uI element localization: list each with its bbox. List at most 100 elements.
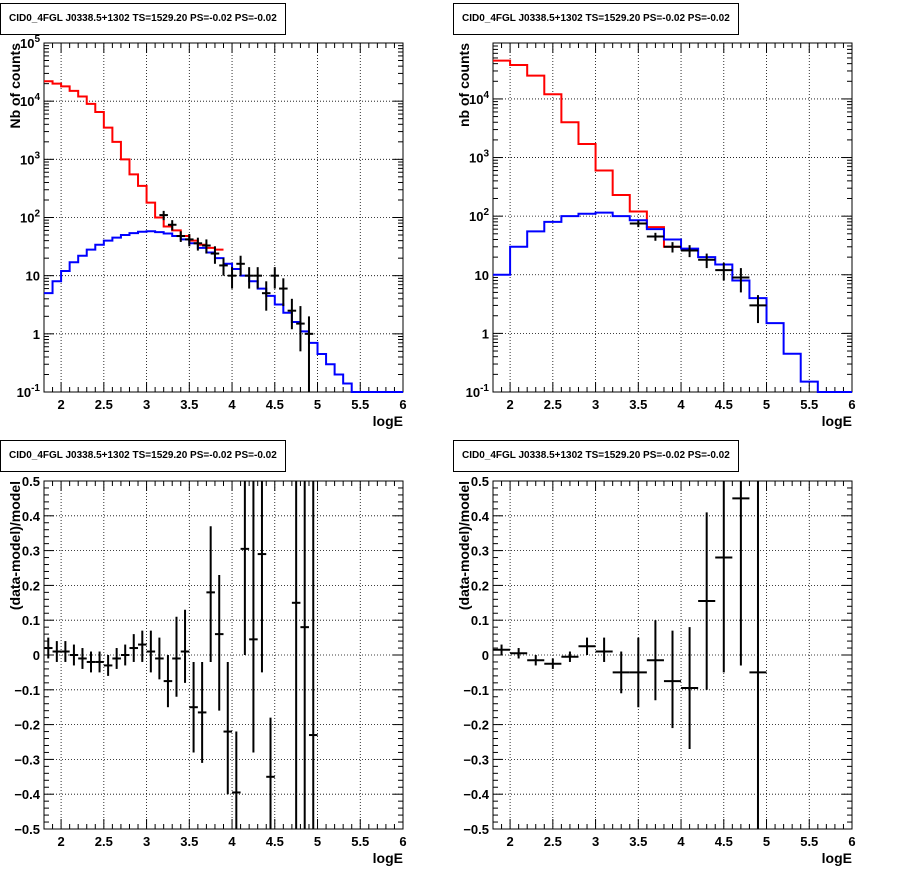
x-axis-title: logE xyxy=(373,413,403,429)
data-point xyxy=(86,651,96,673)
data-point xyxy=(749,481,767,829)
y-tick-label: −0.3 xyxy=(14,752,40,767)
x-axis-title: logE xyxy=(822,850,852,866)
y-tick-label: 10-1 xyxy=(466,383,490,400)
x-tick-label: 2.5 xyxy=(544,834,562,849)
x-tick-label: 4 xyxy=(677,834,685,849)
y-tick-label: 0.4 xyxy=(22,509,41,524)
data-point xyxy=(629,220,647,228)
y-tick-label: 105 xyxy=(20,34,40,51)
y-tick-label: 10 xyxy=(475,268,489,283)
x-tick-label: 2 xyxy=(506,397,513,412)
data-point xyxy=(296,306,305,352)
data-point xyxy=(732,268,750,293)
data-point xyxy=(510,648,528,659)
total-model-histogram xyxy=(44,80,224,251)
data-point xyxy=(257,481,267,673)
x-tick-label: 5 xyxy=(314,397,321,412)
x-tick-label: 3.5 xyxy=(180,834,198,849)
data-point xyxy=(167,220,177,231)
residual-panel-left: 2 2.5 3 3.5 4 4.5 5 5.5 6 −0.5 −0.4 −0.3 −0.2 −0.1 0 0.… xyxy=(0,437,449,875)
data-point xyxy=(112,648,121,669)
y-tick-label: 0.5 xyxy=(22,474,40,489)
data-point xyxy=(261,281,271,311)
data-point xyxy=(176,231,186,242)
x-tick-label: 4.5 xyxy=(266,834,284,849)
x-tick-label: 3 xyxy=(592,834,599,849)
residual-panel-right: 2 2.5 3 3.5 4 4.5 5 5.5 6 −0.5 −0.4 −0.3 −0.2 −0.1 0 0.… xyxy=(449,437,898,875)
x-axis-title: logE xyxy=(822,413,852,429)
x-tick-label: 5.5 xyxy=(351,834,369,849)
source-model-histogram xyxy=(44,230,403,393)
data-point xyxy=(146,630,156,673)
data-point xyxy=(578,637,596,655)
data-point xyxy=(210,246,220,264)
data-point xyxy=(52,641,62,662)
x-tick-label: 4 xyxy=(677,397,685,412)
y-tick-label: 10-1 xyxy=(17,383,41,400)
counts-plot-right: 2 2.5 3 3.5 4 4.5 5 5.5 6 10-1 1 10 102 103 104 logE nb … xyxy=(456,42,856,429)
residual-plot-left: 2 2.5 3 3.5 4 4.5 5 5.5 6 −0.5 −0.4 −0.3 −0.2 −0.1 0 0.… xyxy=(7,474,407,866)
x-tick-label: 2.5 xyxy=(95,834,113,849)
x-tick-label: 2 xyxy=(57,834,64,849)
data-point xyxy=(155,637,164,680)
x-tick-label: 2 xyxy=(57,397,64,412)
data-point xyxy=(612,651,630,694)
x-tick-label: 5.5 xyxy=(800,834,818,849)
data-point xyxy=(61,641,70,662)
data-point xyxy=(159,210,168,221)
data-point xyxy=(304,316,314,392)
data-point xyxy=(95,651,104,673)
y-tick-label: 0.5 xyxy=(471,474,489,489)
y-tick-label: 0.4 xyxy=(471,509,490,524)
data-point xyxy=(646,232,664,241)
data-point xyxy=(180,609,190,683)
counts-plot-left: 2 2.5 3 3.5 4 4.5 5 5.5 6 10-1 1 10 102 103 104 105 logE… xyxy=(7,34,407,429)
y-tick-label: 104 xyxy=(20,92,40,109)
x-tick-label: 3 xyxy=(143,397,150,412)
data-point xyxy=(138,630,147,662)
counts-panel-right: 2 2.5 3 3.5 4 4.5 5 5.5 6 10-1 1 10 102 103 104 logE nb … xyxy=(449,0,898,437)
panel-title: CID0_4FGL J0338.5+1302 TS=1529.20 PS=-0.… xyxy=(453,3,739,35)
x-tick-label: 2.5 xyxy=(95,397,113,412)
x-tick-label: 3 xyxy=(592,397,599,412)
y-tick-label: −0.1 xyxy=(14,683,40,698)
data-point xyxy=(185,234,194,247)
y-tick-label: 102 xyxy=(20,209,40,226)
data-point xyxy=(629,637,647,708)
x-tick-label: 6 xyxy=(399,397,406,412)
data-point xyxy=(287,298,297,330)
plot-frame xyxy=(492,42,853,393)
data-point xyxy=(197,661,207,763)
y-tick-label: −0.2 xyxy=(463,718,489,733)
data-point xyxy=(163,655,173,708)
y-tick-label: −0.1 xyxy=(463,683,489,698)
data-point xyxy=(663,242,682,253)
y-tick-label: −0.2 xyxy=(14,718,40,733)
data-point xyxy=(308,481,318,829)
data-point xyxy=(749,295,767,324)
x-tick-label: 4 xyxy=(228,834,236,849)
y-tick-label: −0.5 xyxy=(14,822,40,837)
data-point xyxy=(646,620,664,701)
y-tick-label: 103 xyxy=(469,149,489,166)
total-model-histogram xyxy=(493,59,682,248)
x-tick-label: 3.5 xyxy=(629,397,647,412)
y-tick-label: 0.1 xyxy=(22,613,40,628)
x-axis-title: logE xyxy=(373,850,403,866)
data-point xyxy=(527,655,545,666)
panel-title: CID0_4FGL J0338.5+1302 TS=1529.20 PS=-0.… xyxy=(453,440,739,472)
y-tick-label: 103 xyxy=(20,150,40,167)
data-point xyxy=(244,267,254,289)
data-point xyxy=(129,634,139,662)
y-tick-label: 104 xyxy=(469,90,489,107)
source-model-histogram xyxy=(493,211,852,393)
counts-panel-left: 2 2.5 3 3.5 4 4.5 5 5.5 6 10-1 1 10 102 103 104 105 logE… xyxy=(0,0,449,437)
y-tick-label: 102 xyxy=(469,207,489,224)
x-tick-label: 4.5 xyxy=(266,397,284,412)
data-point xyxy=(232,731,241,829)
data-point xyxy=(493,644,511,655)
data-point xyxy=(698,253,716,269)
data-point xyxy=(300,481,309,829)
data-point xyxy=(681,627,699,749)
